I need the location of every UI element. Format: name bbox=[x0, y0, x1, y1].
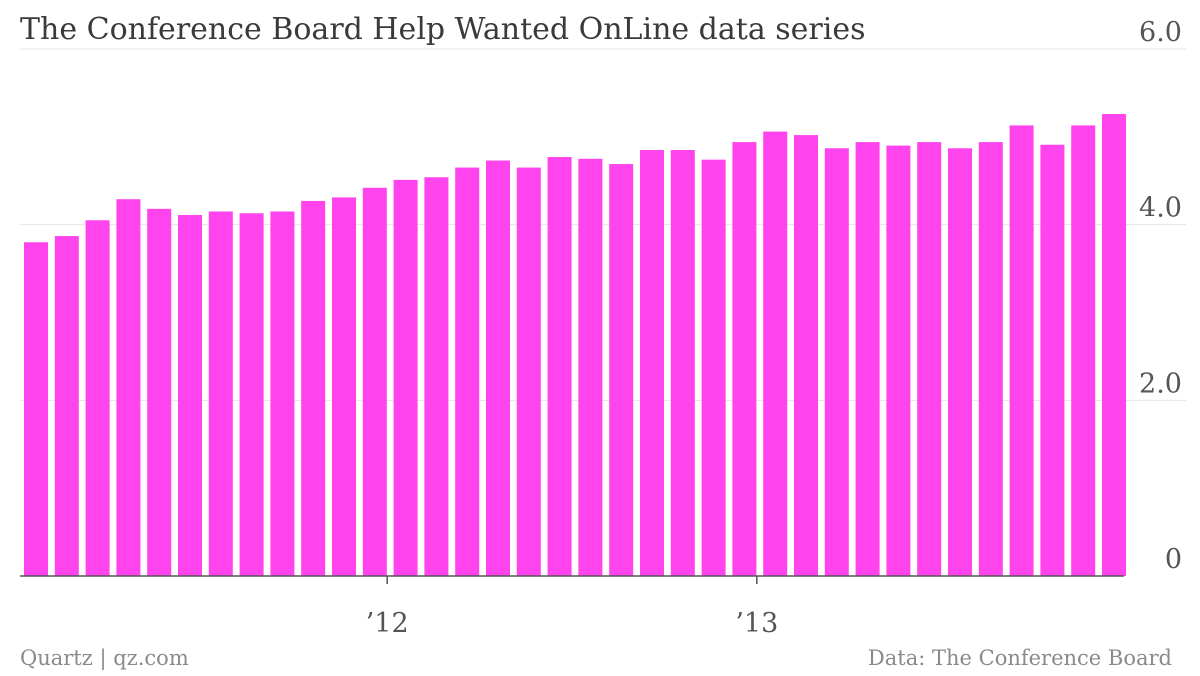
bar bbox=[670, 150, 695, 576]
bar bbox=[917, 142, 942, 576]
bar bbox=[855, 142, 880, 576]
y-tick-label: 2.0 bbox=[1139, 368, 1182, 399]
x-tick-label: ’13 bbox=[735, 608, 778, 639]
bar bbox=[732, 142, 757, 576]
bar bbox=[486, 160, 510, 576]
bar bbox=[516, 167, 541, 576]
y-tick-label: 6.0 bbox=[1139, 17, 1182, 48]
bar bbox=[393, 179, 418, 576]
y-tick-label: 4.0 bbox=[1139, 193, 1182, 224]
bar bbox=[763, 131, 788, 576]
bar bbox=[54, 236, 79, 576]
y-tick-label: 0 bbox=[1165, 544, 1182, 575]
data-source: Data: The Conference Board bbox=[867, 646, 1172, 670]
source-credit: Quartz | qz.com bbox=[20, 646, 189, 670]
bar bbox=[701, 159, 726, 577]
bar bbox=[1040, 144, 1065, 576]
bar bbox=[455, 167, 480, 576]
axes bbox=[20, 575, 1124, 584]
bar bbox=[147, 208, 172, 576]
bar bbox=[948, 148, 972, 577]
bar bbox=[178, 215, 202, 576]
bar bbox=[978, 142, 1003, 576]
bar bbox=[270, 211, 295, 576]
bar bbox=[886, 145, 911, 576]
bar bbox=[239, 213, 264, 576]
bar bbox=[1071, 125, 1096, 576]
bar bbox=[424, 177, 449, 576]
chart-title: The Conference Board Help Wanted OnLine … bbox=[20, 12, 866, 47]
bars bbox=[24, 113, 1126, 577]
bar bbox=[578, 158, 603, 576]
bar bbox=[301, 200, 326, 576]
tick-labels: 0 2.0 4.0 6.0 ’12 ’13 bbox=[366, 17, 1182, 639]
bar bbox=[1009, 125, 1034, 576]
bar bbox=[362, 187, 387, 576]
bar bbox=[332, 197, 356, 576]
bar bbox=[85, 220, 110, 576]
bar bbox=[794, 135, 818, 576]
bar bbox=[208, 211, 233, 576]
bar bbox=[24, 242, 48, 576]
bar bbox=[609, 164, 634, 577]
x-tick-label: ’12 bbox=[366, 608, 409, 639]
bar bbox=[824, 148, 849, 577]
bar bbox=[640, 150, 664, 576]
bar bbox=[1102, 113, 1126, 576]
bar bbox=[116, 199, 141, 576]
bar bbox=[547, 157, 572, 576]
